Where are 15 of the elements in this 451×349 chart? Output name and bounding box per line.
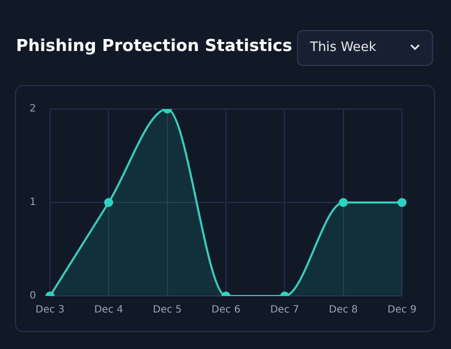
x-tick-label: Dec 7 bbox=[270, 304, 300, 316]
x-tick-label: Dec 9 bbox=[388, 304, 416, 316]
x-tick-label: Dec 5 bbox=[152, 304, 182, 316]
point bbox=[398, 198, 406, 207]
x-tick-label: Dec 3 bbox=[36, 304, 64, 316]
point bbox=[338, 198, 348, 207]
point bbox=[104, 198, 114, 207]
y-tick-label: 1 bbox=[30, 197, 36, 208]
x-tick-label: Dec 8 bbox=[328, 304, 358, 316]
y-tick-label: 0 bbox=[30, 290, 36, 302]
x-tick-label: Dec 6 bbox=[212, 304, 240, 316]
text: This Week bbox=[310, 40, 376, 55]
chart-title: Phishing Protection Statistics bbox=[16, 36, 292, 55]
y-tick-label: 2 bbox=[30, 104, 36, 115]
x-tick-label: Dec 4 bbox=[94, 304, 124, 316]
